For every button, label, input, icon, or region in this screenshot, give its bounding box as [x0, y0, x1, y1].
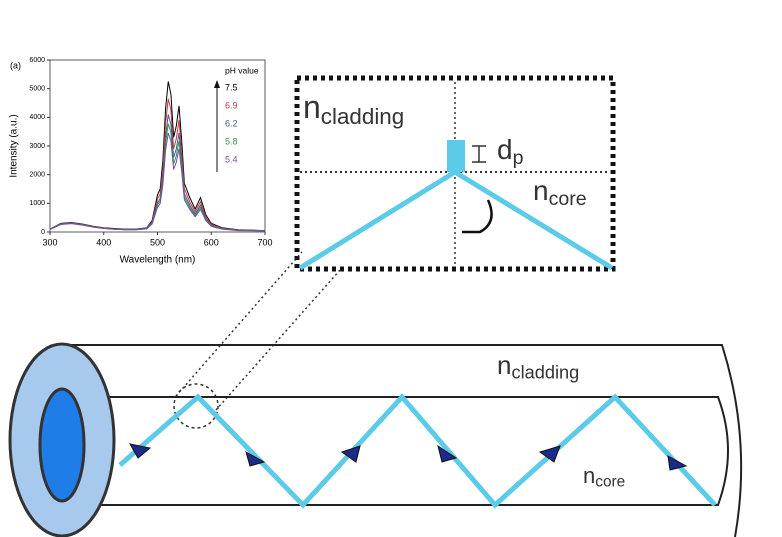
- symbol: d: [497, 134, 513, 165]
- legend-entry: 7.5: [225, 82, 238, 92]
- light-ray: [120, 397, 715, 505]
- symbol: n: [303, 89, 321, 125]
- zoom-line: [176, 252, 302, 396]
- subscript: p: [513, 147, 524, 169]
- y-tick-label: 4000: [29, 114, 45, 121]
- figure: (a) 0 1000 2000 3000 4000 5000 6000 300 400 500 600…: [0, 0, 782, 537]
- symbol-label: ncladding: [497, 350, 579, 382]
- symbol: n: [583, 463, 595, 488]
- symbol: n: [497, 350, 511, 380]
- legend-entry: 5.4: [225, 154, 238, 164]
- symbol-label: ncladding: [303, 89, 404, 128]
- x-tick-label: 600: [204, 237, 219, 247]
- legend-entry: 6.9: [225, 100, 238, 110]
- inset-chart: (a) 0 1000 2000 3000 4000 5000 6000 300 400 500 600…: [9, 57, 273, 266]
- y-tick-label: 2000: [29, 172, 45, 179]
- symbol-label: ncore: [533, 175, 587, 210]
- subscript: core: [595, 474, 625, 491]
- symbol-label: ncore: [583, 463, 625, 491]
- subscript: cladding: [321, 104, 404, 129]
- y-tick-label: 3000: [29, 143, 45, 150]
- legend-arrowhead: [214, 80, 220, 88]
- x-tick-label: 300: [42, 237, 57, 247]
- y-axis-label: Intensity (a.u.): [9, 114, 20, 177]
- subscript: core: [549, 188, 587, 210]
- y-tick-label: 0: [41, 229, 45, 236]
- spectrum-line: [50, 114, 265, 230]
- ray-arrows: [130, 444, 686, 470]
- angle-arc: [462, 200, 492, 232]
- zoom-line: [216, 270, 340, 410]
- x-axis-label: Wavelength (nm): [120, 255, 196, 266]
- fiber-end-core: [40, 389, 84, 501]
- symbol: n: [533, 175, 549, 206]
- zoom-circle: [174, 384, 218, 428]
- legend-entry: 5.8: [225, 136, 238, 146]
- symbol-label: dp: [497, 134, 524, 169]
- panel-label: (a): [10, 60, 21, 70]
- x-tick-label: 500: [150, 237, 165, 247]
- evanescent-field: [447, 140, 465, 172]
- x-tick-label: 400: [96, 237, 111, 247]
- cladding-outline: [62, 345, 741, 537]
- subscript: cladding: [511, 362, 579, 382]
- y-tick-label: 1000: [29, 200, 45, 207]
- x-tick-label: 700: [257, 237, 272, 247]
- y-tick-label: 5000: [29, 86, 45, 93]
- spectrum-line: [50, 133, 265, 231]
- y-tick-label: 6000: [29, 57, 45, 64]
- legend-entry: 6.2: [225, 118, 238, 128]
- inset-ray: [300, 172, 612, 268]
- legend-title: pH value: [225, 65, 259, 75]
- depth-bracket: [472, 146, 486, 162]
